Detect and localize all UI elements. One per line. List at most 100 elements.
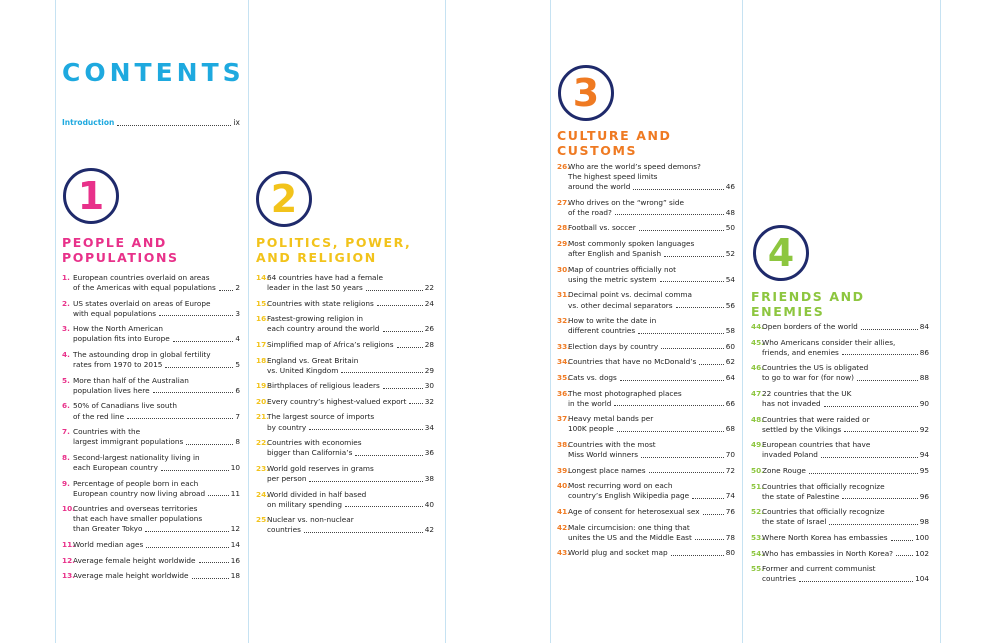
entry-line: Countries and overseas territories [73, 504, 240, 514]
entry-number: 19. [256, 381, 269, 391]
heading-line: AND RELIGION [256, 249, 377, 265]
entry-text: per person [267, 473, 307, 483]
entry-page: 92 [919, 424, 929, 434]
leader-dots [614, 208, 724, 216]
leader-dots [841, 348, 918, 356]
entry-line: Countries with the most [568, 440, 735, 450]
toc-entry: 38. Countries with the most Miss World win… [557, 440, 735, 460]
toc-entry: 24. World divided in half based on militar… [256, 490, 434, 510]
entry-line: Nuclear vs. non-nuclear [267, 515, 434, 525]
toc-entry: 45. Who Americans consider their allies, f… [751, 338, 929, 358]
entry-page: 6 [235, 385, 240, 395]
entry-text: leader in the last 50 years [267, 283, 363, 293]
entry-line: unites the US and the Middle East 78 [568, 533, 735, 543]
toc-entry: 32. How to write the date in different cou… [557, 316, 735, 336]
entry-text: friends, and enemies [762, 347, 839, 357]
entry-text: by country [267, 422, 307, 432]
entry-text: of the road? [568, 207, 612, 217]
toc-entry: 14. 64 countries have had a female leader … [256, 273, 434, 293]
entry-text: than Greater Tokyo [73, 524, 143, 534]
entry-text: Countries with state religions [267, 298, 374, 308]
entry-line: Countries with state religions 24 [267, 299, 434, 309]
leader-dots [675, 301, 724, 309]
leader-dots [659, 275, 724, 283]
entry-page: 5 [235, 360, 240, 370]
entry-line: per person 38 [267, 474, 434, 484]
toc-entry: 53. Where North Korea has embassies 100 [751, 533, 929, 543]
entry-line: 64 countries have had a female [267, 273, 434, 283]
section-number: 4 [753, 225, 809, 281]
toc-entry: 15. Countries with state religions 24 [256, 299, 434, 309]
entry-line: Miss World winners 70 [568, 450, 735, 460]
entry-text: Age of consent for heterosexual sex [568, 506, 700, 516]
entry-page: 66 [725, 398, 735, 408]
entry-line: countries 104 [762, 574, 929, 584]
entry-line: Most commonly spoken languages [568, 239, 735, 249]
entry-page: 40 [424, 499, 434, 509]
entry-text: Most recurring word on each [568, 481, 673, 491]
toc-entry: 7. Countries with the largest immigrant po… [62, 427, 240, 447]
entry-page: 4 [235, 334, 240, 344]
entry-page: 3 [235, 308, 240, 318]
entry-text: Former and current communist [762, 564, 876, 574]
entry-line: Countries with economies [267, 438, 434, 448]
entry-page: 62 [725, 357, 735, 367]
entry-text: of the red line [73, 411, 125, 421]
section-number: 2 [256, 171, 312, 227]
leader-dots [614, 399, 724, 407]
entry-page: 70 [725, 450, 735, 460]
entry-number: 3. [62, 324, 70, 334]
entry-number: 46. [751, 363, 764, 373]
leader-dots [409, 397, 423, 405]
entry-page: 58 [725, 326, 735, 336]
page-rule [445, 0, 446, 643]
leader-dots [341, 366, 423, 374]
entry-number: 53. [751, 533, 764, 542]
leader-dots [702, 507, 724, 515]
section-number: 1 [63, 168, 119, 224]
toc-entry: 33. Election days by country 60 [557, 342, 735, 352]
entry-number: 33. [557, 341, 570, 351]
entry-text: 100K people [568, 424, 614, 434]
entry-number: 49. [751, 440, 764, 450]
leader-dots [309, 474, 423, 482]
entry-text: Countries with the most [568, 439, 656, 449]
toc-entry: 36. The most photographed places in the wo… [557, 389, 735, 409]
entry-text: Countries that officially recognize [762, 481, 885, 491]
entry-line: the state of Palestine 96 [762, 492, 929, 502]
entry-number: 42. [557, 522, 570, 532]
entry-text: bigger than California’s [267, 448, 353, 458]
entry-line: bigger than California’s 36 [267, 448, 434, 458]
leader-dots [638, 223, 724, 232]
entry-text: Election days by country [568, 341, 659, 351]
toc-entry: 48. Countries that were raided or settled … [751, 415, 929, 435]
entry-number: 15. [256, 298, 269, 308]
entry-text: 64 countries have had a female [267, 273, 384, 282]
entry-text: rates from 1970 to 2015 [73, 360, 163, 370]
entry-number: 36. [557, 388, 570, 398]
leader-dots [842, 492, 918, 500]
leader-dots [191, 571, 229, 579]
entry-list: 1. European countries overlaid on areas of… [62, 273, 240, 587]
entry-number: 6. [62, 401, 70, 411]
leader-dots [117, 118, 232, 126]
section-number: 3 [558, 65, 614, 121]
entry-line: vs. other decimal separators 56 [568, 301, 735, 311]
entry-text: Who drives on the “wrong” side [568, 197, 685, 207]
entry-page: 16 [230, 555, 240, 565]
entry-number: 30. [557, 264, 570, 274]
leader-dots [860, 322, 918, 330]
entry-line: each country around the world 26 [267, 324, 434, 334]
entry-line: European countries that have [762, 440, 929, 450]
toc-entry: 29. Most commonly spoken languages after E… [557, 239, 735, 259]
introduction: Introduction ix [62, 118, 240, 128]
entry-line: Most recurring word on each [568, 481, 735, 491]
leader-dots [198, 556, 229, 564]
entry-line: largest immigrant populations 8 [73, 437, 240, 447]
entry-line: invaded Poland 94 [762, 450, 929, 460]
entry-line: Map of countries officially not [568, 265, 735, 275]
heading-line: CUSTOMS [557, 142, 638, 158]
toc-entry: 16. Fastest-growing religion in each count… [256, 314, 434, 334]
heading-line: POLITICS, POWER, [256, 235, 412, 250]
